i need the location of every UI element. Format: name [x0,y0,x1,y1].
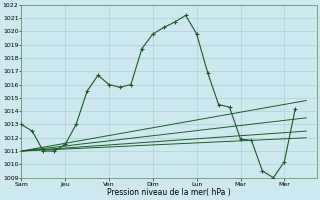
X-axis label: Pression niveau de la mer( hPa ): Pression niveau de la mer( hPa ) [108,188,231,197]
